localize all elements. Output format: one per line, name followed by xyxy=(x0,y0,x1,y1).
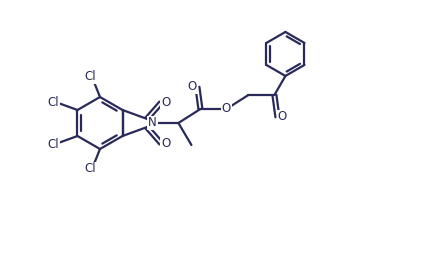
Text: Cl: Cl xyxy=(84,162,96,175)
Text: O: O xyxy=(161,136,171,150)
Text: Cl: Cl xyxy=(84,70,96,83)
Text: Cl: Cl xyxy=(48,95,59,108)
Text: N: N xyxy=(148,117,157,130)
Text: Cl: Cl xyxy=(48,138,59,151)
Text: O: O xyxy=(222,103,231,116)
Text: O: O xyxy=(161,96,171,109)
Text: O: O xyxy=(188,81,197,94)
Text: O: O xyxy=(278,111,287,123)
